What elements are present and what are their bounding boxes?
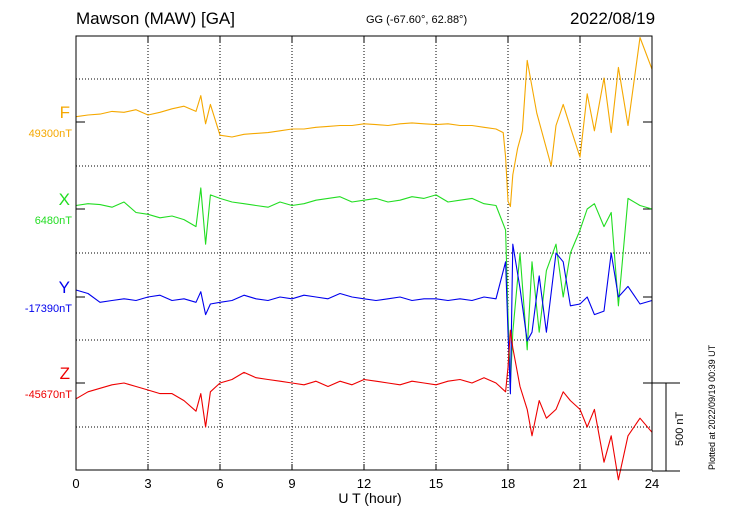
component-label-f: F: [59, 103, 70, 122]
component-label-x: X: [58, 190, 70, 209]
component-baseline-f: 49300nT: [28, 128, 72, 140]
component-label-z: Z: [59, 364, 70, 383]
x-tick-label: 3: [144, 476, 151, 491]
x-tick-label: 21: [573, 476, 587, 491]
scale-bar-label: 500 nT: [674, 411, 686, 446]
series-line-x: [75, 187, 653, 386]
component-baseline-x: 6480nT: [34, 215, 72, 227]
x-axis-ticks: 0 3 6 9 12 15 18 21 24: [72, 36, 659, 491]
x-tick-label: 9: [288, 476, 295, 491]
x-tick-label: 15: [429, 476, 443, 491]
x-tick-label: 18: [501, 476, 515, 491]
station-title: Mawson (MAW) [GA]: [76, 9, 235, 28]
scale-bar: 500 nT: [652, 382, 686, 472]
x-tick-label: 6: [216, 476, 223, 491]
component-baseline-y: -17390nT: [24, 303, 72, 315]
series-line-z: [75, 329, 653, 481]
x-tick-label: 12: [357, 476, 371, 491]
series-line-f: [75, 36, 653, 208]
component-label-y: Y: [58, 278, 70, 297]
series-layer: [75, 36, 653, 481]
x-tick-label: 24: [645, 476, 659, 491]
x-tick-label: 0: [72, 476, 79, 491]
station-coordinates: GG (-67.60°, 62.88°): [366, 14, 468, 26]
grid-lines: [76, 36, 652, 470]
component-baseline-z: -45670nT: [24, 389, 72, 401]
x-axis-label: U T (hour): [338, 490, 402, 506]
plot-date: 2022/08/19: [570, 9, 656, 28]
plotted-timestamp: Plotted at 2022/09/19 00:39 UT: [707, 344, 717, 470]
series-line-y: [75, 243, 653, 395]
